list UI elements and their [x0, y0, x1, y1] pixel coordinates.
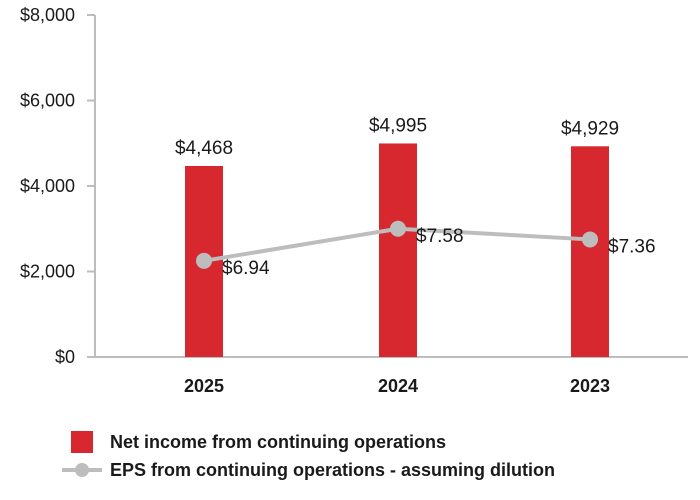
legend-label-eps: EPS from continuing operations - assumin… — [110, 459, 556, 480]
legend-item-net-income: Net income from continuing operations — [62, 428, 555, 456]
net-income-data-label: $4,929 — [561, 118, 619, 139]
eps-data-label: $7.58 — [416, 226, 464, 247]
x-category-label: 2024 — [378, 376, 418, 396]
eps-point — [390, 220, 406, 237]
eps-point — [196, 252, 212, 269]
x-category-label: 2023 — [570, 376, 610, 396]
net-income-bar — [379, 143, 417, 357]
y-tick-label: $4,000 — [20, 176, 75, 196]
y-tick-label: $6,000 — [20, 91, 75, 111]
net-income-data-label: $4,995 — [369, 115, 427, 136]
net-income-data-label: $4,468 — [175, 138, 233, 159]
net-income-bar — [571, 146, 609, 357]
y-tick-label: $0 — [55, 347, 75, 367]
bar-legend-icon — [71, 431, 93, 453]
eps-point — [582, 231, 598, 248]
legend-item-eps: EPS from continuing operations - assumin… — [62, 456, 555, 484]
legend: Net income from continuing operations EP… — [62, 428, 555, 484]
line-marker-legend-icon — [62, 463, 102, 477]
x-category-label: 2025 — [184, 376, 224, 396]
eps-data-label: $6.94 — [222, 258, 270, 279]
eps-data-label: $7.36 — [608, 236, 656, 257]
combo-chart: $0 $2,000 $4,000 $6,000 $8,000 2025 2024 2023 $4… — [20, 5, 688, 396]
y-tick-label: $2,000 — [20, 262, 75, 282]
legend-label-net-income: Net income from continuing operations — [110, 431, 447, 452]
y-tick-label: $8,000 — [20, 5, 75, 25]
